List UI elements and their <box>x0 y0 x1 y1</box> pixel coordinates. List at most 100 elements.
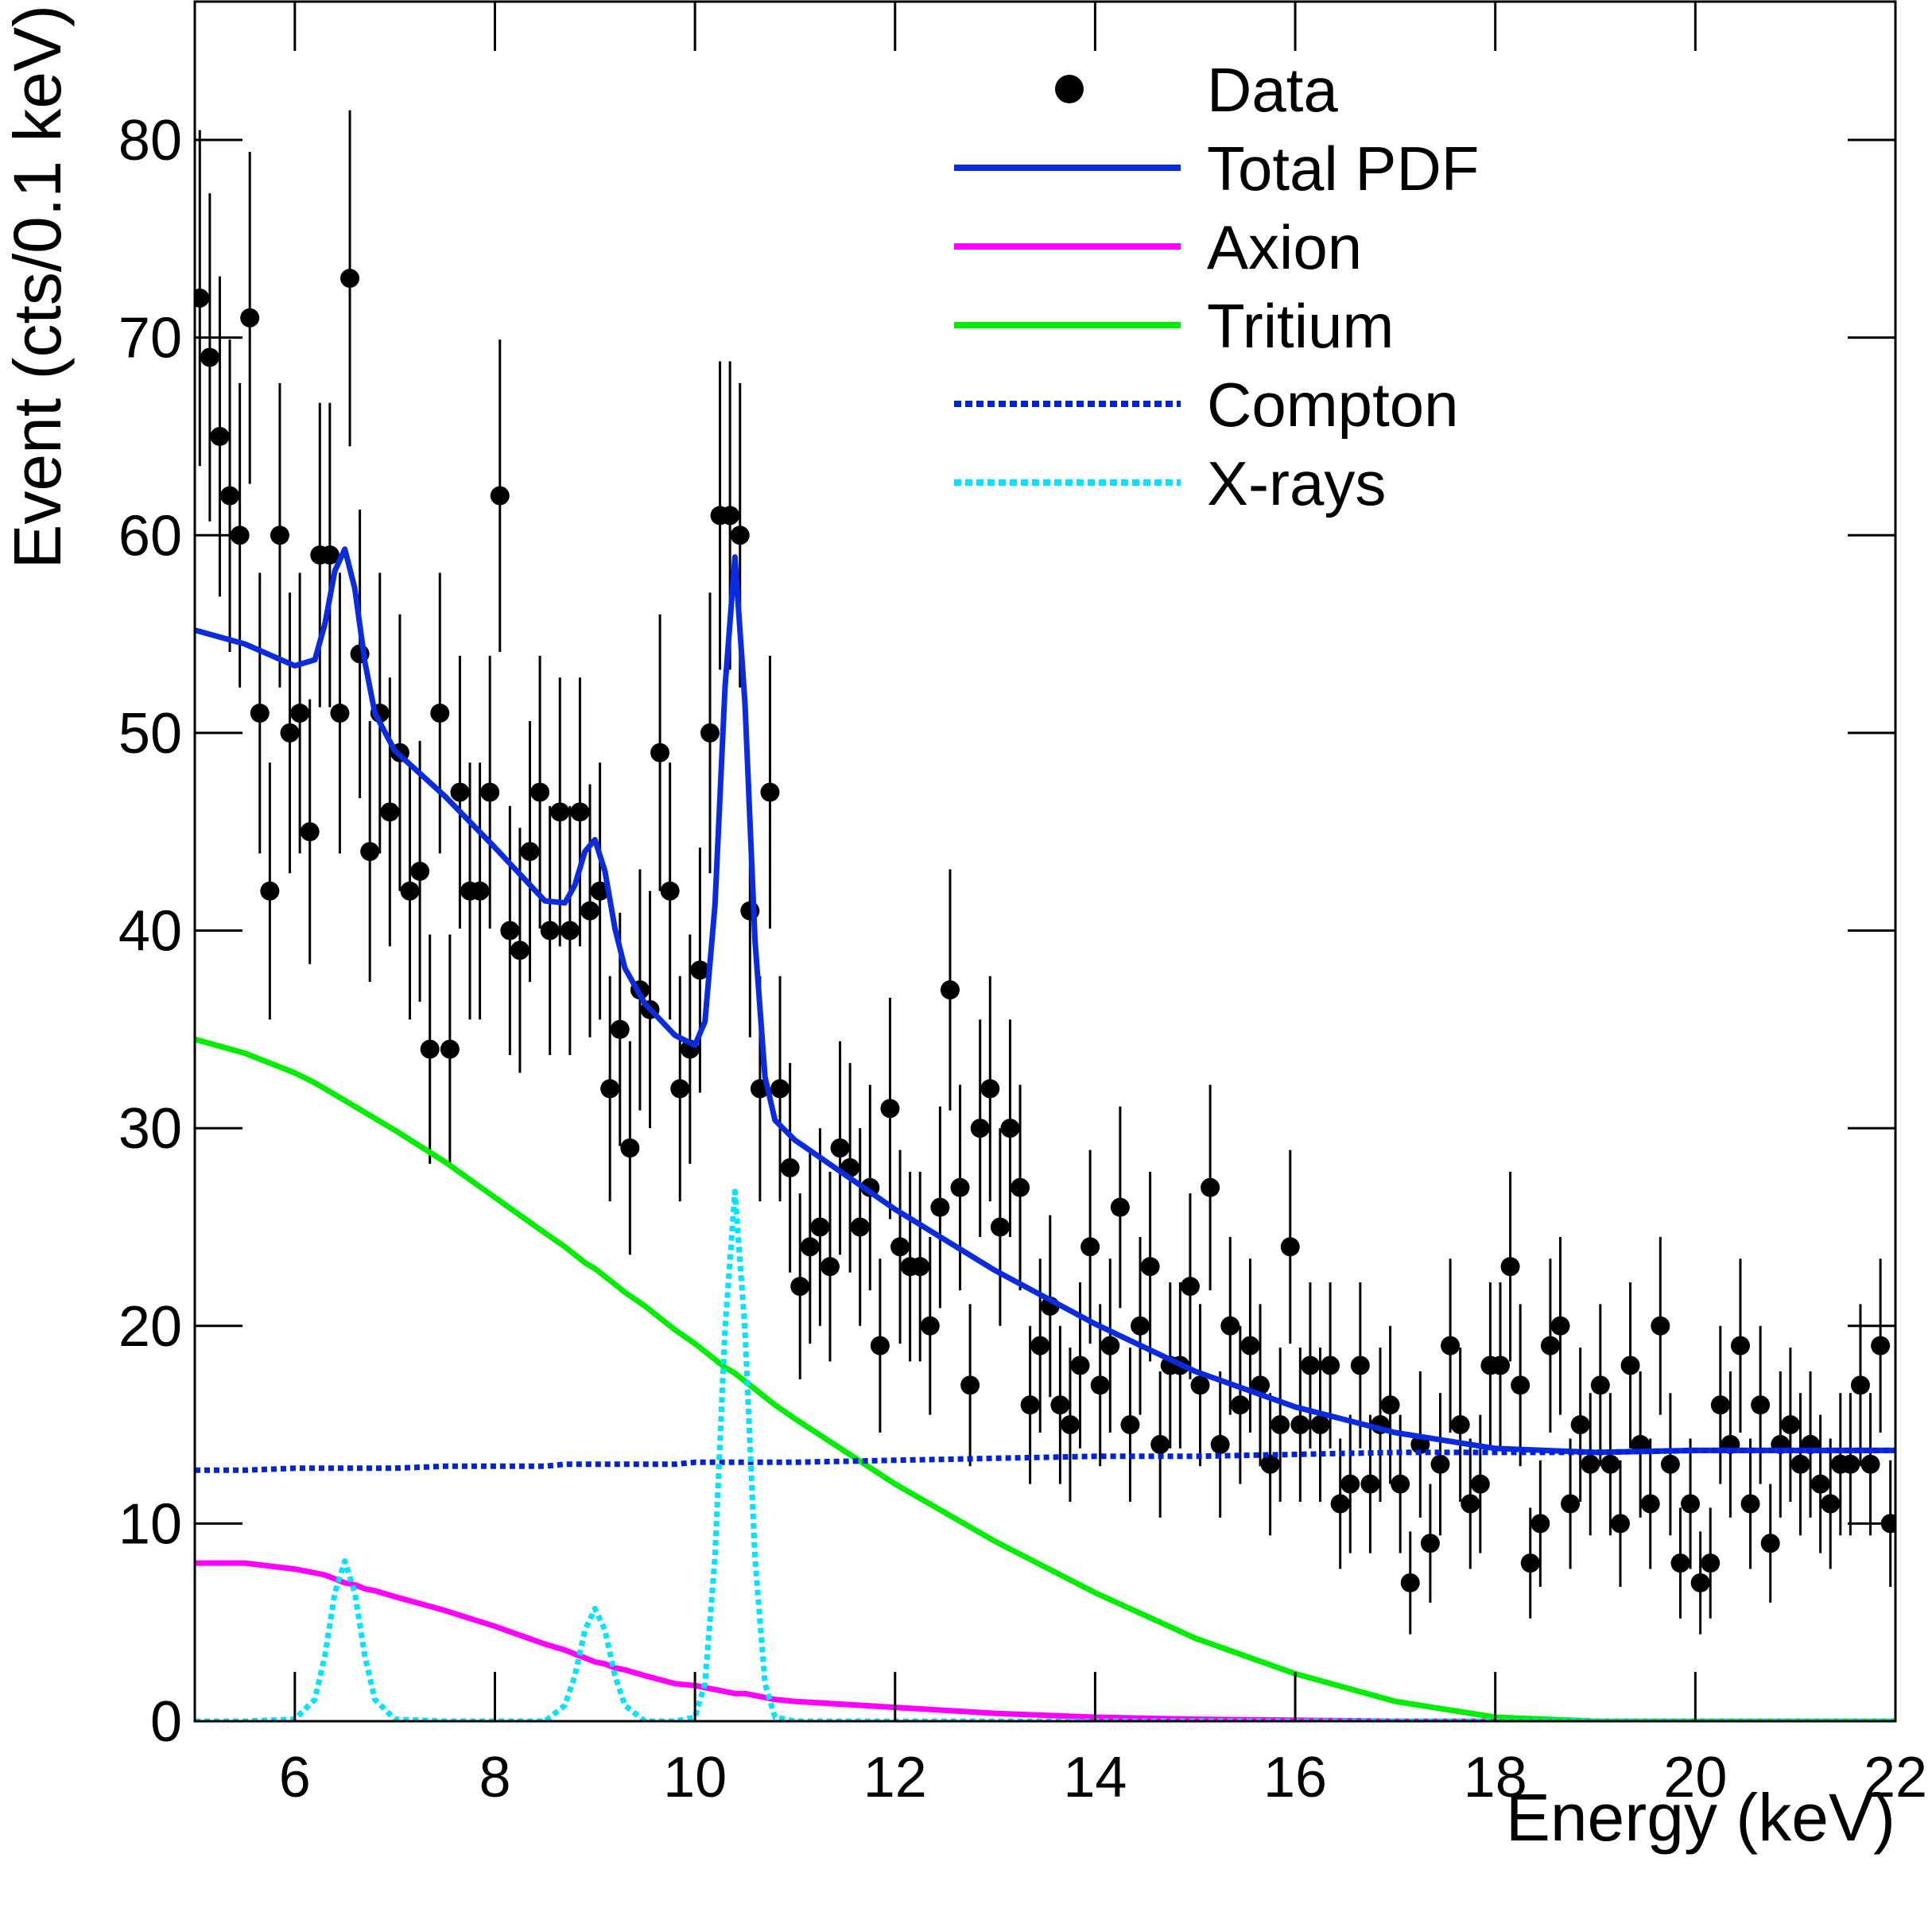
data-point <box>950 1177 970 1197</box>
data-point <box>1310 1415 1330 1435</box>
data-point <box>1330 1494 1350 1514</box>
data-point <box>1780 1415 1800 1435</box>
x-tick-label: 16 <box>1263 1746 1327 1809</box>
curve <box>195 1447 1895 1473</box>
x-tick-label: 22 <box>1864 1746 1927 1809</box>
y-tick-label: 30 <box>118 1097 182 1161</box>
data-point <box>1751 1395 1771 1415</box>
data-point <box>660 881 680 901</box>
x-tick-label: 8 <box>479 1746 510 1809</box>
data-point <box>220 486 240 506</box>
data-point <box>1570 1415 1590 1435</box>
data-point <box>940 980 960 1000</box>
y-tick-label: 60 <box>118 504 182 568</box>
data-point <box>430 704 450 723</box>
data-point <box>520 842 540 862</box>
data-point <box>1300 1355 1320 1375</box>
legend-label: Axion <box>1207 212 1362 282</box>
data-point <box>1430 1454 1450 1474</box>
data-point <box>1011 1177 1030 1197</box>
data-point <box>1651 1316 1670 1336</box>
y-tick-label: 50 <box>118 702 182 766</box>
data-point <box>1070 1355 1090 1375</box>
legend: Data Total PDF Axion Tritium Compton X-rays <box>954 55 1479 518</box>
data-point <box>1140 1257 1160 1277</box>
plot-frame <box>193 0 1897 1723</box>
data-point <box>1871 1336 1891 1355</box>
data-point <box>380 802 400 822</box>
data-point <box>280 723 300 743</box>
data-point <box>1271 1415 1290 1435</box>
data-point <box>720 506 740 526</box>
data-point <box>500 921 520 940</box>
data-point <box>1380 1395 1400 1415</box>
data-point <box>420 1039 440 1059</box>
data-point <box>590 881 610 901</box>
data-point <box>1841 1454 1860 1474</box>
x-tick-label: 12 <box>863 1746 927 1809</box>
data-point <box>1420 1534 1440 1553</box>
data-point <box>1150 1434 1170 1454</box>
data-point <box>200 347 219 367</box>
data-point <box>1391 1474 1410 1494</box>
curve <box>195 1560 1895 1721</box>
data-point <box>560 921 580 940</box>
data-point <box>320 545 339 565</box>
data-point <box>1100 1336 1120 1355</box>
plot-area <box>195 110 1895 1721</box>
data-point <box>240 308 260 328</box>
data-point <box>1321 1355 1340 1375</box>
y-tick-label: 80 <box>118 109 182 173</box>
data-point <box>440 1039 460 1059</box>
data-point <box>1470 1474 1490 1494</box>
data-point <box>550 802 570 822</box>
data-point <box>1821 1494 1841 1514</box>
data-point <box>780 1158 800 1177</box>
data-point <box>1610 1514 1630 1534</box>
data-point <box>670 1079 690 1099</box>
legend-label: Total PDF <box>1207 134 1479 204</box>
data-point <box>360 842 380 862</box>
data-point <box>1350 1355 1370 1375</box>
data-point <box>1530 1514 1550 1534</box>
data-point <box>1620 1355 1640 1375</box>
data-point <box>1581 1454 1600 1474</box>
data-point <box>880 1099 900 1119</box>
data-point <box>1860 1454 1880 1474</box>
data-point <box>1670 1553 1690 1573</box>
data-point <box>690 960 710 980</box>
data-point <box>730 526 750 545</box>
data-point <box>790 1277 810 1297</box>
data-point <box>1120 1415 1140 1435</box>
data-point <box>830 1138 850 1158</box>
curve <box>195 546 1895 1456</box>
data-point <box>890 1237 910 1257</box>
data-point <box>990 1217 1010 1237</box>
data-point <box>290 704 310 723</box>
data-point <box>1760 1534 1780 1553</box>
y-axis-title: Event (cts/0.1 keV) <box>0 5 75 569</box>
data-point <box>580 901 600 921</box>
data-point <box>850 1217 870 1237</box>
y-tick-label: 20 <box>118 1295 182 1359</box>
data-point <box>400 881 420 901</box>
x-tick-label: 14 <box>1063 1746 1127 1809</box>
data-point <box>1230 1395 1250 1415</box>
data-point <box>1400 1573 1420 1592</box>
x-tick-label: 10 <box>663 1746 727 1809</box>
data-point <box>410 861 430 881</box>
data-point <box>1441 1336 1461 1355</box>
data-point <box>1550 1316 1570 1336</box>
data-point <box>760 782 780 802</box>
data-point <box>510 940 530 960</box>
data-point <box>1340 1474 1360 1494</box>
data-point <box>1000 1119 1020 1138</box>
data-point <box>470 881 490 901</box>
y-tick-label: 0 <box>150 1690 182 1754</box>
data-point <box>980 1079 1000 1099</box>
data-point <box>1290 1415 1310 1435</box>
data-point <box>1030 1336 1050 1355</box>
data-point <box>250 704 270 723</box>
data-point <box>1450 1415 1470 1435</box>
